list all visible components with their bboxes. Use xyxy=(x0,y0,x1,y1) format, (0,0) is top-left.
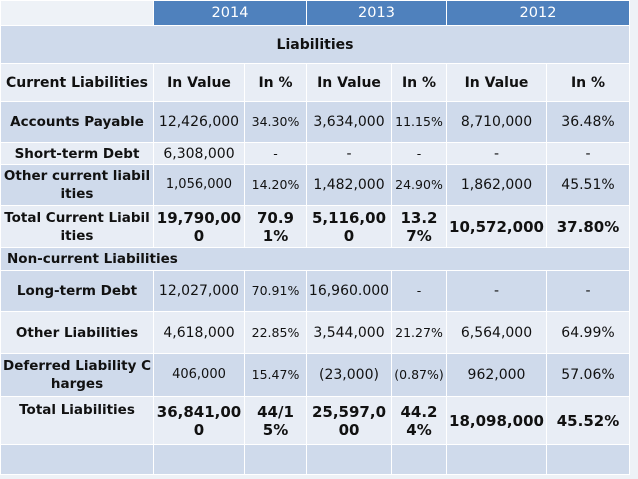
cell-pct-2013: 21.27% xyxy=(391,311,447,354)
empty-cell xyxy=(546,444,630,475)
cell-value-2014: 12,426,000 xyxy=(153,101,245,143)
non-current-title: Non-current Liabilities xyxy=(0,247,630,271)
cell-pct-2012: 45.51% xyxy=(546,164,630,206)
cell-pct-2012: - xyxy=(546,270,630,312)
header-pct-2013: In % xyxy=(391,63,447,102)
cell-value-2013: 1,482,000 xyxy=(306,164,392,206)
cell-value-2012: - xyxy=(446,270,547,312)
cell-value-2013: 16,960.000 xyxy=(306,270,392,312)
section-title: Liabilities xyxy=(0,25,630,64)
cell-pct-2014: 15.47% xyxy=(244,353,307,397)
header-value-2014: In Value xyxy=(153,63,245,102)
cell-pct-2012: 45.52% xyxy=(546,396,630,445)
cell-value-2012: - xyxy=(446,142,547,165)
row-label: Total Current Liabilities xyxy=(0,205,154,248)
table-row-total-liabilities: Total Liabilities 36,841,000 44/15% 25,5… xyxy=(0,396,630,445)
cell-pct-2013: 24.90% xyxy=(391,164,447,206)
cell-pct-2013: (0.87%) xyxy=(391,353,447,397)
cell-pct-2012: - xyxy=(546,142,630,165)
cell-value-2012: 10,572,000 xyxy=(446,205,547,248)
cell-pct-2013: - xyxy=(391,270,447,312)
cell-pct-2012: 64.99% xyxy=(546,311,630,354)
cell-pct-2014: 70.91% xyxy=(244,205,307,248)
cell-value-2014: 1,056,000 xyxy=(153,164,245,206)
cell-value-2013: 25,597,000 xyxy=(306,396,392,445)
cell-value-2014: 12,027,000 xyxy=(153,270,245,312)
cell-pct-2013: 44.24% xyxy=(391,396,447,445)
cell-value-2014: 6,308,000 xyxy=(153,142,245,165)
table-row-other-current-liabilities: Other current liabilities 1,056,000 14.2… xyxy=(0,164,630,206)
table-row-short-term-debt: Short-term Debt 6,308,000 - - - - - xyxy=(0,142,630,165)
cell-value-2012: 18,098,000 xyxy=(446,396,547,445)
corner-cell xyxy=(0,0,154,26)
row-label: Other current liabilities xyxy=(0,164,154,206)
cell-value-2012: 8,710,000 xyxy=(446,101,547,143)
cell-pct-2014: 22.85% xyxy=(244,311,307,354)
cell-value-2013: - xyxy=(306,142,392,165)
cell-value-2014: 406,000 xyxy=(153,353,245,397)
cell-value-2013: 5,116,000 xyxy=(306,205,392,248)
table-row-accounts-payable: Accounts Payable 12,426,000 34.30% 3,634… xyxy=(0,101,630,143)
cell-value-2012: 6,564,000 xyxy=(446,311,547,354)
liabilities-table: 2014 2013 2012 Liabilities Current Liabi… xyxy=(0,0,630,475)
row-label: Other Liabilities xyxy=(0,311,154,354)
table-row-deferred-liability-charges: Deferred Liability Charges 406,000 15.47… xyxy=(0,353,630,397)
header-pct-2012: In % xyxy=(546,63,630,102)
cell-pct-2014: 14.20% xyxy=(244,164,307,206)
empty-cell xyxy=(153,444,245,475)
cell-value-2013: 3,634,000 xyxy=(306,101,392,143)
table-row-empty xyxy=(0,444,630,475)
header-pct-2014: In % xyxy=(244,63,307,102)
cell-pct-2012: 36.48% xyxy=(546,101,630,143)
empty-cell xyxy=(306,444,392,475)
cell-value-2014: 4,618,000 xyxy=(153,311,245,354)
row-label: Accounts Payable xyxy=(0,101,154,143)
empty-cell xyxy=(446,444,547,475)
section-row-non-current: Non-current Liabilities xyxy=(0,247,630,271)
cell-pct-2014: - xyxy=(244,142,307,165)
cell-value-2013: 3,544,000 xyxy=(306,311,392,354)
cell-pct-2014: 44/15% xyxy=(244,396,307,445)
cell-pct-2014: 70.91% xyxy=(244,270,307,312)
cell-pct-2013: 13.27% xyxy=(391,205,447,248)
cell-value-2013: (23,000) xyxy=(306,353,392,397)
cell-pct-2012: 37.80% xyxy=(546,205,630,248)
header-value-2013: In Value xyxy=(306,63,392,102)
cell-pct-2013: 11.15% xyxy=(391,101,447,143)
header-value-2012: In Value xyxy=(446,63,547,102)
column-header-row: Current Liabilities In Value In % In Val… xyxy=(0,63,630,102)
cell-pct-2012: 57.06% xyxy=(546,353,630,397)
year-2012: 2012 xyxy=(446,0,630,26)
year-header-row: 2014 2013 2012 xyxy=(0,0,630,26)
table-row-other-liabilities: Other Liabilities 4,618,000 22.85% 3,544… xyxy=(0,311,630,354)
cell-value-2014: 19,790,000 xyxy=(153,205,245,248)
row-label: Long-term Debt xyxy=(0,270,154,312)
empty-cell xyxy=(391,444,447,475)
cell-pct-2013: - xyxy=(391,142,447,165)
row-label: Total Liabilities xyxy=(0,396,154,445)
cell-pct-2014: 34.30% xyxy=(244,101,307,143)
table-row-long-term-debt: Long-term Debt 12,027,000 70.91% 16,960.… xyxy=(0,270,630,312)
cell-value-2012: 1,862,000 xyxy=(446,164,547,206)
empty-cell xyxy=(0,444,154,475)
cell-value-2012: 962,000 xyxy=(446,353,547,397)
row-label: Deferred Liability Charges xyxy=(0,353,154,397)
cell-value-2014: 36,841,000 xyxy=(153,396,245,445)
empty-cell xyxy=(244,444,307,475)
section-title-row: Liabilities xyxy=(0,25,630,64)
year-2013: 2013 xyxy=(306,0,447,26)
row-label: Short-term Debt xyxy=(0,142,154,165)
header-current-liabilities: Current Liabilities xyxy=(0,63,154,102)
table-row-total-current-liabilities: Total Current Liabilities 19,790,000 70.… xyxy=(0,205,630,248)
year-2014: 2014 xyxy=(153,0,307,26)
